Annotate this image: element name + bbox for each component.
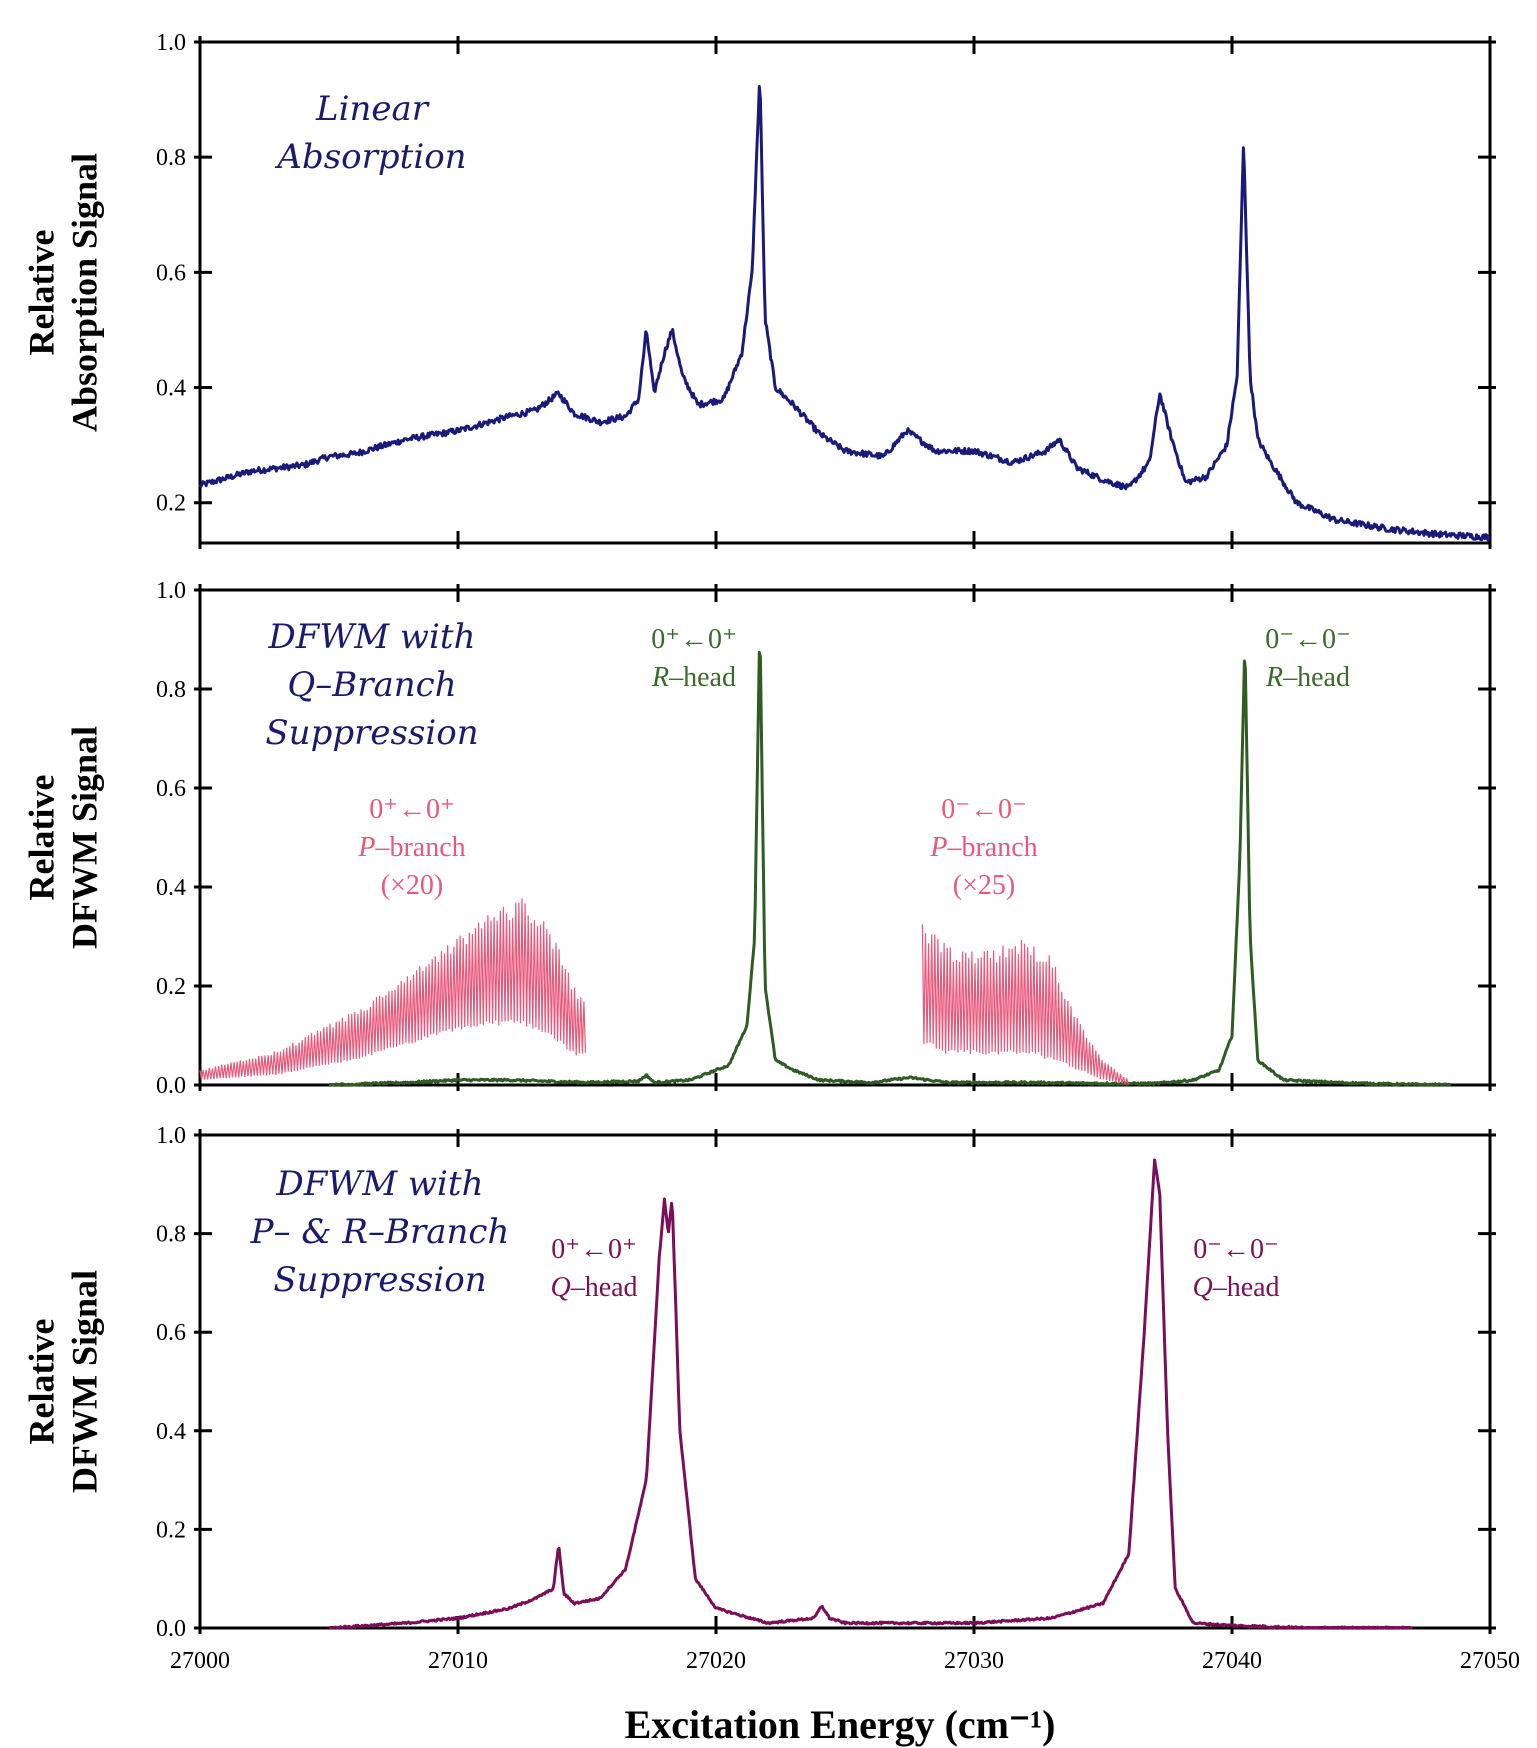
- y-tick-label: 1.0: [156, 578, 186, 604]
- peak-annotation-line: 0⁺←0⁺: [551, 1234, 637, 1265]
- peak-annotation-line: R–head: [651, 662, 736, 693]
- peak-annotation-line: 0⁻←0⁻: [1265, 624, 1351, 655]
- y-tick-label: 0.6: [156, 1320, 186, 1346]
- panel-title-line: Q–Branch: [287, 665, 456, 705]
- y-tick-label: 0.8: [156, 145, 186, 171]
- panel-title-line: Absorption: [274, 137, 466, 177]
- y-tick-label: 0.0: [156, 1073, 186, 1099]
- peak-annotation-line: Q–head: [1192, 1272, 1279, 1303]
- plot-frame: [198, 1133, 1492, 1630]
- peak-annotation-line: (×25): [953, 870, 1015, 901]
- panel-title-line: Suppression: [265, 713, 478, 753]
- peak-annotation-line: P–branch: [929, 832, 1037, 863]
- y-tick-label: 0.6: [156, 776, 186, 802]
- y-tick-label: 0.0: [156, 1616, 186, 1642]
- y-axis-label: Relative: [21, 230, 61, 356]
- x-tick-label: 27020: [686, 1648, 746, 1674]
- y-tick-label: 0.6: [156, 260, 186, 286]
- peak-annotation-line: P–branch: [357, 832, 465, 863]
- panel-title-line: Linear: [315, 89, 430, 129]
- y-axis-label: DFWM Signal: [64, 1270, 104, 1493]
- x-tick-label: 27050: [1460, 1648, 1520, 1674]
- series-line-p-branch: [921, 924, 1129, 1085]
- y-tick-label: 1.0: [156, 30, 186, 56]
- x-tick-label: 27040: [1202, 1648, 1262, 1674]
- y-tick-label: 0.4: [156, 376, 186, 402]
- panel-title-line: DFWM with: [276, 1164, 484, 1204]
- peak-annotation-line: 0⁻←0⁻: [1193, 1234, 1279, 1265]
- peak-annotation-line: (×20): [381, 870, 443, 901]
- panel-title-line: P– & R–Branch: [250, 1212, 510, 1252]
- y-tick-label: 0.8: [156, 677, 186, 703]
- x-tick-label: 27030: [944, 1648, 1004, 1674]
- dfwm-pr-suppression-panel: 0.0 0.2 0.4 0.6 0.8 1.0 27000 27010 27020 27030 27…: [21, 1123, 1520, 1674]
- series-line-p-branch: [199, 898, 587, 1080]
- y-axis-label: Absorption Signal: [64, 153, 104, 432]
- peak-annotation-line: Q–head: [550, 1272, 637, 1303]
- y-tick-label: 0.4: [156, 875, 186, 901]
- dfwm-q-suppression-panel: 0.0 0.2 0.4 0.6 0.8 1.0 Relative DFWM Signal DFW…: [21, 578, 1496, 1099]
- y-tick-label: 0.8: [156, 1222, 186, 1248]
- y-tick-label: 0.2: [156, 974, 186, 1000]
- peak-annotation-line: 0⁺←0⁺: [651, 624, 737, 655]
- x-tick-label: 27010: [428, 1648, 488, 1674]
- peak-annotation-line: 0⁺←0⁺: [369, 794, 455, 825]
- plot-frame: [198, 40, 1492, 545]
- x-tick-label: 27000: [170, 1648, 230, 1674]
- y-axis-label: Relative: [21, 1319, 61, 1445]
- y-tick-label: 0.2: [156, 1517, 186, 1543]
- series-line: [328, 1158, 1414, 1630]
- absorption-panel: 0.2 0.4 0.6 0.8 1.0 Relative Absorption Signal…: [21, 30, 1496, 549]
- y-axis-label: Relative: [21, 775, 61, 901]
- y-tick-label: 0.2: [156, 491, 186, 517]
- y-tick-label: 1.0: [156, 1123, 186, 1149]
- y-axis-label: DFWM Signal: [64, 726, 104, 949]
- panel-title-line: DFWM with: [268, 617, 476, 657]
- y-tick-label: 0.4: [156, 1419, 186, 1445]
- x-axis-label: Excitation Energy (cm⁻¹): [625, 1702, 1056, 1747]
- series-line: [198, 85, 1491, 542]
- panel-title-line: Suppression: [273, 1260, 486, 1300]
- peak-annotation-line: 0⁻←0⁻: [941, 794, 1027, 825]
- plot-frame: [198, 588, 1492, 1087]
- series-line: [328, 650, 1452, 1087]
- peak-annotation-line: R–head: [1265, 662, 1350, 693]
